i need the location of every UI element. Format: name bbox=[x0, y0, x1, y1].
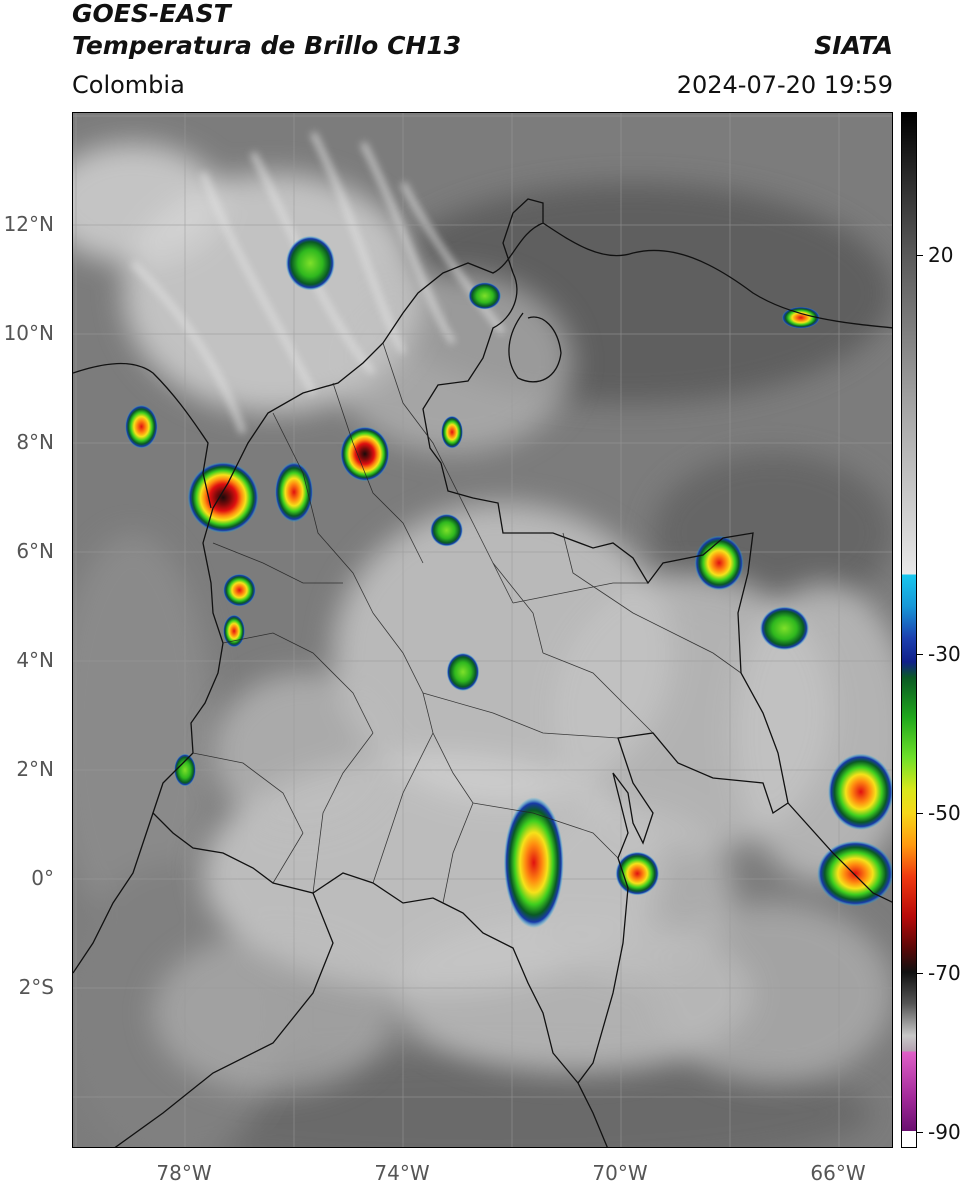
colorbar-tick-label: 20 bbox=[928, 243, 954, 268]
timestamp-label: 2024-07-20 19:59 bbox=[676, 71, 893, 99]
lat-label: 10°N bbox=[3, 321, 54, 345]
lat-label: 8°N bbox=[16, 430, 54, 454]
venezuela-brazil bbox=[787, 802, 892, 903]
storm-vaupes bbox=[615, 851, 660, 896]
lat-label: 2°S bbox=[18, 975, 54, 999]
lon-label: 78°W bbox=[156, 1161, 212, 1185]
storm-santander bbox=[441, 415, 463, 449]
panama-border bbox=[73, 362, 212, 509]
lat-label: 4°N bbox=[16, 648, 54, 672]
map-canvas bbox=[73, 113, 892, 1147]
graticule bbox=[73, 113, 892, 1147]
storm-venezuela-1 bbox=[759, 606, 810, 651]
lon-label: 66°W bbox=[810, 1161, 866, 1185]
colorbar-tick-label: -90 bbox=[928, 1120, 961, 1145]
lat-label: 2°N bbox=[16, 757, 54, 781]
country-boundaries bbox=[73, 198, 892, 1147]
satellite-map[interactable] bbox=[72, 112, 893, 1148]
region-label: Colombia bbox=[72, 71, 185, 99]
storm-caribe bbox=[285, 235, 335, 291]
storm-nariño bbox=[174, 753, 196, 787]
storm-darien bbox=[125, 404, 158, 449]
colorbar-tick-mark bbox=[917, 1132, 923, 1134]
storm-vichada bbox=[694, 535, 744, 591]
storm-choco-1 bbox=[223, 573, 256, 607]
colorbar-tick-mark bbox=[917, 255, 923, 257]
storm-uraba bbox=[187, 462, 259, 533]
storm-choco-2 bbox=[223, 614, 245, 648]
venezuela-coast bbox=[542, 222, 892, 329]
colorbar-tick-label: -70 bbox=[928, 960, 961, 985]
brazil-peru bbox=[577, 1082, 608, 1147]
colorbar-tick-mark bbox=[917, 972, 923, 974]
storm-venezuela-2 bbox=[828, 753, 892, 830]
temperature-colorbar bbox=[901, 112, 917, 1148]
storm-arauca bbox=[430, 513, 463, 547]
storm-venezuela-3 bbox=[781, 306, 820, 329]
storm-antioquia-n bbox=[274, 462, 314, 523]
storm-llanos bbox=[446, 652, 480, 691]
colombia-border bbox=[152, 198, 789, 1085]
lon-label: 74°W bbox=[374, 1161, 430, 1185]
storm-brazil-e bbox=[817, 840, 892, 907]
agency-label: SIATA bbox=[814, 31, 893, 60]
convective-storms bbox=[125, 235, 892, 929]
colorbar-tick-mark bbox=[917, 813, 923, 815]
title-product: Temperatura de Brillo CH13 bbox=[72, 31, 462, 60]
lat-label: 6°N bbox=[16, 539, 54, 563]
storm-magdalena-medio bbox=[340, 426, 390, 482]
colorbar-tick-label: -30 bbox=[928, 641, 961, 666]
colorbar-tick-label: -50 bbox=[928, 801, 961, 826]
lat-label: 0° bbox=[31, 866, 54, 890]
peru-border bbox=[114, 892, 334, 1147]
ecuador-border bbox=[73, 812, 154, 974]
lake-maracaibo bbox=[508, 312, 562, 383]
storm-caqueta bbox=[503, 797, 564, 929]
lat-label: 12°N bbox=[3, 212, 54, 236]
storm-guajira bbox=[468, 282, 502, 310]
colorbar-tick-mark bbox=[917, 653, 923, 655]
department-boundaries bbox=[192, 342, 742, 904]
title-satellite: GOES-EAST bbox=[72, 0, 231, 28]
lon-label: 70°W bbox=[592, 1161, 648, 1185]
